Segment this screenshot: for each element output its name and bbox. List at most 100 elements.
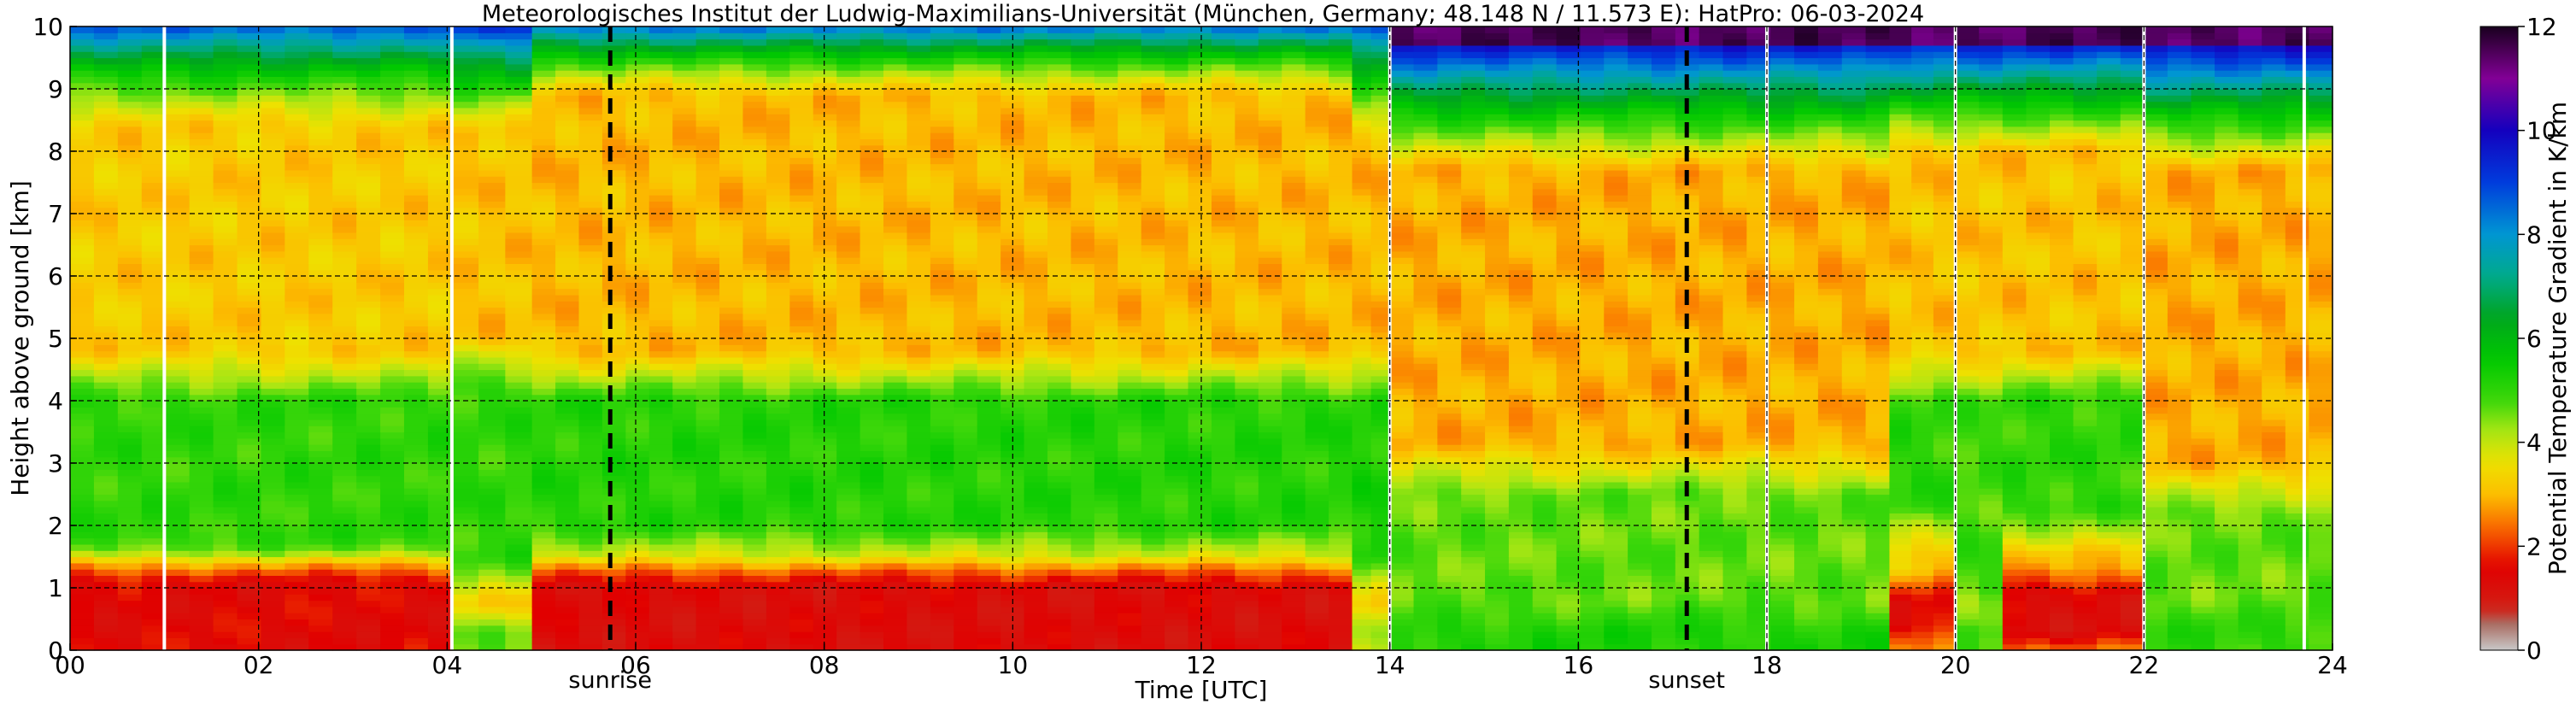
- heatmap-cell: [261, 226, 285, 233]
- heatmap-cell: [237, 369, 262, 377]
- heatmap-cell: [766, 182, 790, 190]
- heatmap-cell: [1188, 437, 1212, 445]
- heatmap-cell: [907, 600, 931, 607]
- heatmap-cell: [189, 525, 214, 532]
- heatmap-cell: [789, 32, 814, 40]
- heatmap-cell: [555, 575, 580, 583]
- heatmap-cell: [930, 176, 954, 184]
- heatmap-cell: [883, 326, 908, 333]
- heatmap-cell: [356, 220, 381, 227]
- heatmap-cell: [742, 394, 767, 402]
- heatmap-cell: [1024, 38, 1048, 46]
- heatmap-cell: [766, 550, 790, 558]
- heatmap-cell: [1071, 507, 1095, 513]
- heatmap-cell: [789, 637, 814, 645]
- heatmap-cell: [954, 437, 978, 445]
- heatmap-cell: [70, 569, 95, 576]
- heatmap-cell: [977, 163, 1001, 171]
- heatmap-cell: [907, 588, 931, 595]
- heatmap-cell: [93, 444, 119, 451]
- heatmap-cell: [672, 394, 697, 402]
- heatmap-cell: [531, 32, 556, 40]
- heatmap-cell: [836, 82, 861, 90]
- heatmap-cell: [930, 488, 954, 496]
- heatmap-cell: [141, 431, 167, 439]
- heatmap-cell: [930, 463, 954, 470]
- heatmap-cell: [1094, 475, 1118, 483]
- heatmap-cell: [883, 356, 908, 364]
- heatmap-cell: [478, 369, 506, 377]
- heatmap-cell: [977, 388, 1001, 396]
- heatmap-cell: [1000, 250, 1025, 258]
- heatmap-cell: [1165, 201, 1189, 208]
- heatmap-cell: [380, 320, 405, 326]
- heatmap-cell: [766, 513, 790, 520]
- heatmap-cell: [427, 95, 453, 103]
- heatmap-cell: [1047, 101, 1072, 109]
- heatmap-cell: [332, 195, 357, 202]
- heatmap-cell: [930, 575, 954, 583]
- heatmap-cell: [672, 488, 697, 496]
- heatmap-cell: [237, 101, 262, 109]
- heatmap-cell: [1188, 276, 1212, 283]
- heatmap-cell: [1094, 543, 1118, 551]
- heatmap-cell: [578, 556, 603, 564]
- heatmap-cell: [860, 543, 884, 551]
- heatmap-cell: [860, 257, 884, 264]
- heatmap-cell: [1188, 288, 1212, 296]
- heatmap-cell: [860, 288, 884, 296]
- heatmap-cell: [1235, 238, 1259, 246]
- heatmap-cell: [648, 182, 673, 190]
- heatmap-cell: [1000, 294, 1025, 302]
- heatmap-cell: [813, 543, 837, 551]
- heatmap-cell: [954, 163, 978, 171]
- heatmap-cell: [332, 70, 357, 77]
- heatmap-cell: [1024, 263, 1048, 271]
- heatmap-cell: [789, 182, 814, 190]
- heatmap-cell: [1211, 238, 1236, 246]
- heatmap-cell: [719, 569, 744, 576]
- heatmap-cell: [860, 226, 884, 233]
- heatmap-cell: [836, 488, 861, 496]
- heatmap-cell: [836, 313, 861, 320]
- heatmap-cell: [285, 195, 309, 202]
- heatmap-cell: [742, 70, 767, 77]
- heatmap-cell: [930, 537, 954, 545]
- heatmap-cell: [505, 469, 533, 477]
- heatmap-cell: [70, 469, 95, 477]
- heatmap-cell: [555, 263, 580, 271]
- heatmap-cell: [695, 107, 720, 114]
- heatmap-cell: [1000, 407, 1025, 414]
- heatmap-cell: [356, 338, 381, 345]
- heatmap-cell: [505, 363, 533, 371]
- heatmap-cell: [836, 107, 861, 114]
- heatmap-cell: [189, 531, 214, 539]
- heatmap-cell: [1165, 76, 1189, 84]
- heatmap-cell: [1118, 619, 1142, 626]
- heatmap-cell: [742, 625, 767, 632]
- heatmap-cell: [813, 401, 837, 408]
- heatmap-cell: [860, 101, 884, 109]
- heatmap-cell: [1024, 382, 1048, 389]
- heatmap-cell: [93, 494, 119, 502]
- heatmap-cell: [478, 132, 506, 139]
- heatmap-cell: [93, 38, 119, 46]
- heatmap-cell: [719, 220, 744, 227]
- heatmap-cell: [531, 132, 556, 139]
- heatmap-cell: [403, 481, 429, 489]
- heatmap-cell: [1235, 250, 1259, 258]
- heatmap-cell: [285, 57, 309, 65]
- heatmap-cell: [977, 619, 1001, 626]
- heatmap-cell: [189, 201, 214, 208]
- heatmap-cell: [789, 401, 814, 408]
- heatmap-cell: [954, 138, 978, 146]
- heatmap-cell: [907, 363, 931, 371]
- heatmap-cell: [766, 169, 790, 177]
- heatmap-cell: [1235, 575, 1259, 583]
- heatmap-cell: [648, 114, 673, 121]
- heatmap-cell: [308, 500, 333, 507]
- heatmap-cell: [141, 425, 167, 433]
- heatmap-cell: [648, 132, 673, 139]
- heatmap-cell: [578, 625, 603, 632]
- heatmap-cell: [1118, 643, 1142, 651]
